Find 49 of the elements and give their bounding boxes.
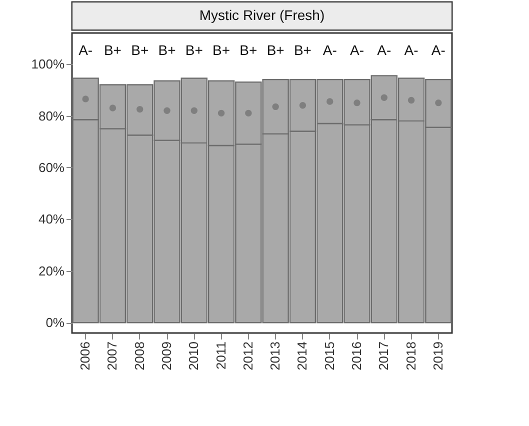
x-tick-label: 2016 [349, 342, 364, 370]
point [190, 107, 198, 114]
x-tick-label: 2009 [159, 342, 174, 370]
point [136, 106, 144, 113]
annotation: B+ [266, 42, 284, 58]
point [354, 99, 360, 106]
annotation: A- [78, 42, 93, 58]
x-tick-label: 2007 [104, 342, 120, 370]
point [435, 99, 442, 106]
chart-title: Mystic River (Fresh) [199, 7, 325, 23]
y-tick-label: 60% [38, 160, 65, 175]
x-tick-label: 2006 [78, 342, 93, 370]
x-tick-label: 2019 [430, 342, 446, 370]
annotation: A- [404, 42, 419, 58]
y-tick-label: 20% [38, 263, 65, 278]
x-tick-label: 2015 [322, 342, 337, 370]
annotation: A- [431, 42, 446, 58]
y-tick-label: 0% [46, 315, 65, 330]
y-tick-label: 100% [31, 56, 65, 72]
annotation: B+ [185, 42, 203, 58]
x-tick-label: 2013 [268, 342, 283, 370]
point [109, 104, 116, 112]
x-tick-label: 2018 [403, 342, 418, 370]
point [218, 110, 225, 117]
x-tick-label: 2011 [213, 342, 228, 370]
y-tick-label: 80% [38, 108, 65, 124]
point [299, 102, 306, 109]
annotation: A- [322, 42, 338, 58]
annotation: A- [350, 42, 364, 58]
annotation: A- [377, 42, 392, 58]
x-tick-label: 2012 [240, 342, 256, 370]
annotation: B+ [294, 42, 312, 58]
x-tick-label: 2008 [132, 342, 147, 370]
point [164, 107, 170, 114]
point [272, 103, 279, 110]
point [408, 96, 415, 104]
point [245, 110, 252, 117]
annotation: B+ [240, 42, 258, 58]
x-tick-label: 2010 [186, 342, 202, 370]
annotation: B+ [131, 42, 149, 58]
point [326, 98, 334, 105]
point [82, 96, 89, 102]
annotation: B+ [158, 42, 176, 58]
point [380, 94, 388, 102]
annotation: B+ [212, 42, 230, 58]
x-tick-label: 2014 [294, 342, 310, 370]
x-tick-label: 2017 [376, 342, 392, 370]
y-tick-label: 40% [38, 212, 65, 227]
annotation: B+ [104, 42, 122, 58]
